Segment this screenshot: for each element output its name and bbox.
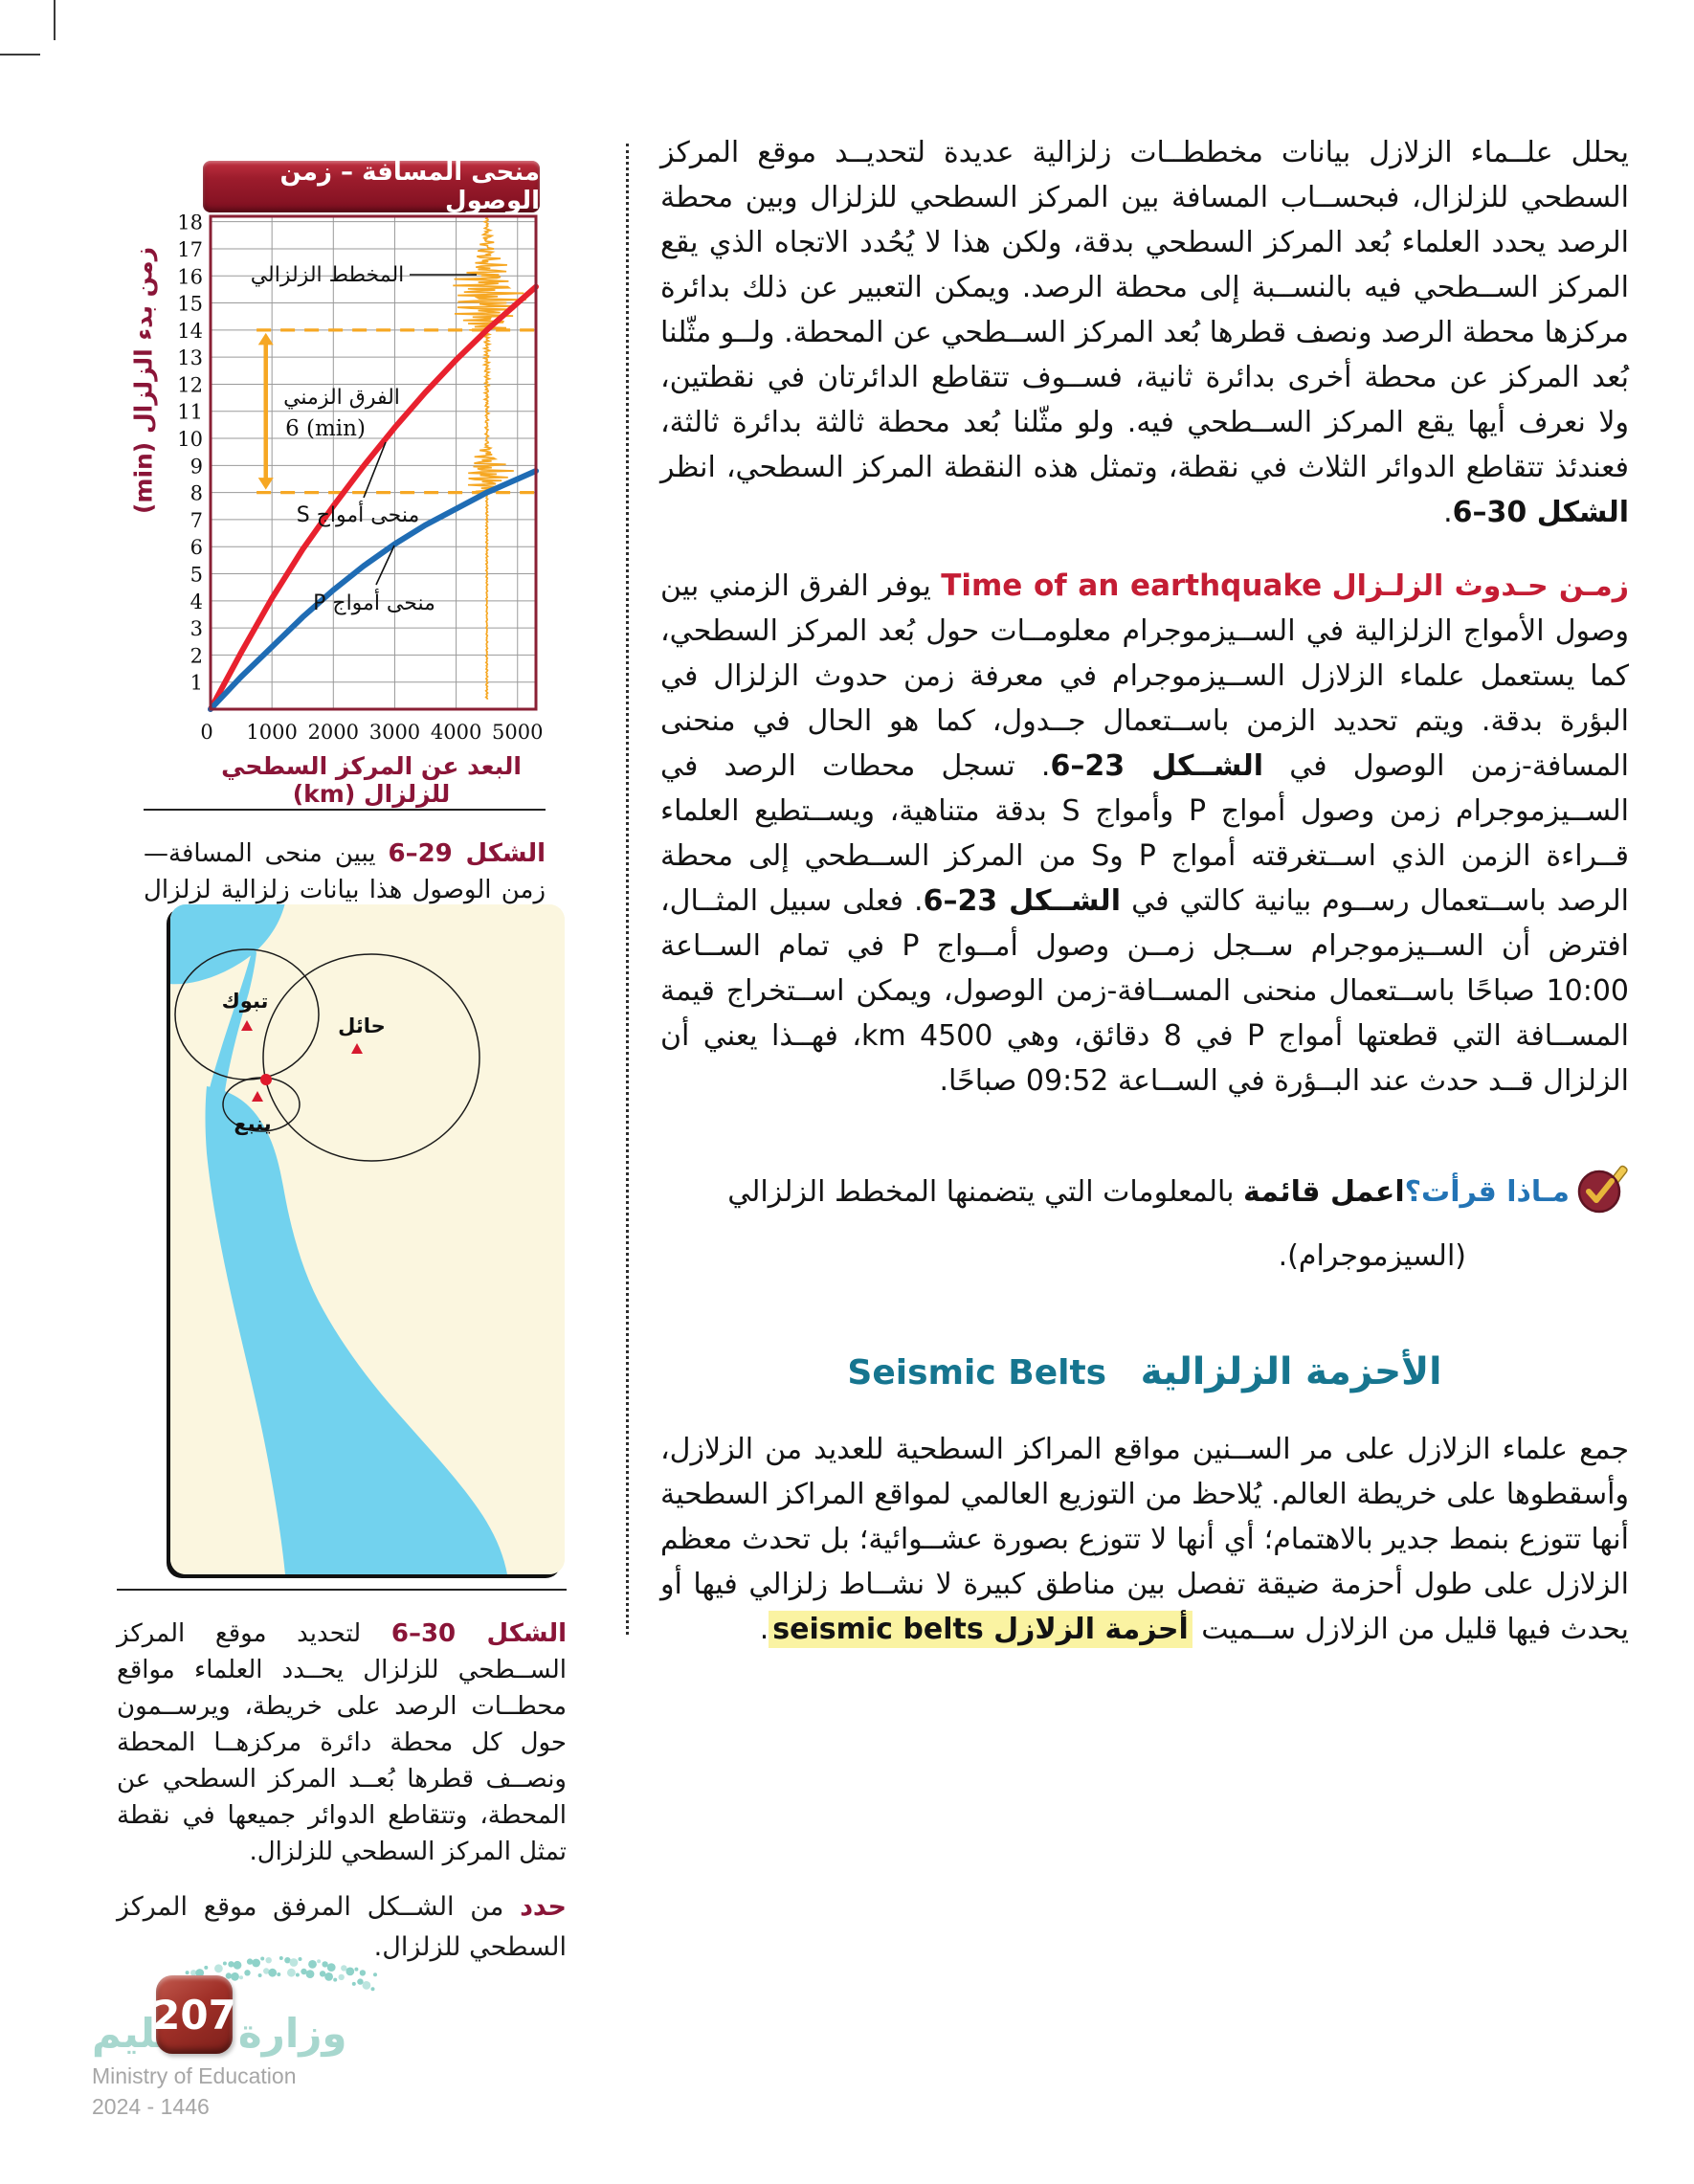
reading-check-label: مـاذا قرأت؟ [1404,1175,1570,1209]
svg-text:11: 11 [177,401,203,424]
highlighted-term: أحزمة الزلازل seismic belts [769,1611,1192,1648]
period: . [1443,496,1453,529]
reading-check-line1: مـاذا قرأت؟اعمل قائمة بالمعلومات التي يت… [660,1165,1629,1228]
main-text-column: يحلل علــماء الزلازل بيانات مخططــات زلز… [660,130,1629,1652]
column-dotted-separator [626,144,629,1635]
figure-29-6-travel-time-chart: منحى المسافة – زمن الوصول زمن بدء الزلزا… [123,158,574,808]
svg-text:16: 16 [177,265,203,288]
chart-series [208,215,539,712]
seismic-belts-heading-arabic: الأحزمة الزلزالية [1140,1350,1442,1393]
edition-years: 2024 - 1446 [92,2094,210,2119]
paragraph-time-of-earthquake: زمـن حـدوث الزلـزال Time of an earthquak… [660,564,1629,1103]
svg-text:1000: 1000 [246,721,297,744]
crop-mark-vertical [54,0,56,40]
plot-frame [209,214,538,711]
gulf-of-aqaba [210,948,256,1098]
caption-body: لتحديد موقع المركز الســطحي للزلزال يحــ… [117,1619,567,1866]
svg-text:2: 2 [190,644,203,667]
figure-reference-inline: الشــكل 23–6 [1050,749,1264,783]
svg-text:2000: 2000 [308,721,359,744]
hail-label: حائل [338,1014,386,1037]
svg-text:4000: 4000 [431,721,481,744]
p-curve-pointer-line [375,545,395,586]
page-number-badge: 207 [152,1975,236,2054]
section-body: . تسجل محطات الرصد في الســيزموجرام زمن … [660,749,1629,918]
svg-text:6: 6 [190,536,203,559]
p-curve-label: منحى أمواج P [313,589,435,615]
svg-text:4: 4 [190,591,203,613]
figure-reference: الشكل 29–6 [388,839,546,868]
svg-text:13: 13 [177,346,203,369]
locate-epicenter-task: حدد من الشــكل المرفق موقع المركز السطحي… [117,1887,567,1968]
caption-text: الشكل 30–6 لتحديد موقع المركز الســطحي ل… [117,1616,567,1870]
figure-29-6-caption: الشكل 29–6 يبين منحى المسافة—زمن الوصول … [144,809,546,969]
tabuk-station-marker [241,1020,253,1031]
red-sea [205,1086,507,1574]
figure-reference-inline: الشــكل 23–6 [923,884,1121,918]
task-text: من الشــكل المرفق موقع المركز السطحي للز… [117,1892,567,1962]
svg-text:15: 15 [177,293,203,316]
caption-divider [144,809,546,811]
chart-title: منحى المسافة – زمن الوصول [203,158,540,215]
reading-check-line2: (السيزموجرام). [1278,1239,1466,1273]
hail-distance-circle [262,953,480,1162]
svg-text:8: 8 [190,482,203,505]
task-verb: حدد [520,1892,567,1922]
reading-check-text: بالمعلومات التي يتضمنها المخطط الزلزالي [727,1175,1244,1209]
yanbu-label: ينبع [234,1112,271,1135]
svg-text:5000: 5000 [492,721,543,744]
svg-text:0: 0 [200,721,212,744]
section-heading-english: Time of an earthquake [941,568,1323,603]
figure-30-6-epicenter-map: تبوك حائل ينبع [170,904,565,1574]
figure-reference: الشكل 30–6 [390,1619,567,1648]
sea-north [170,904,285,985]
seismogram-label: المخطط الزلزالي [251,263,405,287]
caption-body: يبين منحى المسافة—زمن الوصول هذا بيانات … [144,839,546,941]
paragraph-epicenter-location: يحلل علــماء الزلازل بيانات مخططــات زلز… [660,130,1629,535]
section-body: يوفر الفرق الزمني بين وصول الأمواج الزلز… [660,569,1630,783]
period: . [759,1613,769,1646]
tabuk-label: تبوك [222,990,269,1013]
caption-text: الشكل 29–6 يبين منحى المسافة—زمن الوصول … [144,836,546,945]
map-drawing: تبوك حائل ينبع [170,904,565,1574]
reading-check-action: اعمل قائمة [1243,1175,1405,1209]
time-difference-label: الفرق الزمني [283,386,400,410]
svg-text:9: 9 [190,455,203,478]
s-curve-label: منحى أمواج S [297,501,420,527]
svg-text:18: 18 [177,214,203,234]
svg-text:12: 12 [177,373,203,396]
svg-text:14: 14 [177,320,203,343]
yanbu-station-marker [252,1091,263,1102]
svg-text:17: 17 [177,238,203,261]
crop-mark-horizontal [0,54,40,56]
seismic-belts-heading-english: Seismic Belts [847,1353,1107,1393]
time-difference-value: 6 (min) [285,416,366,441]
checkmark-icon [1575,1165,1629,1228]
hail-station-marker [351,1043,363,1054]
section-body: جمع علماء الزلازل على مر الســنين مواقع … [660,1433,1629,1646]
chart-x-axis-label: البعد عن المركز السطحي للزلزال (km) [221,752,522,808]
svg-text:10: 10 [177,428,203,451]
section-heading-arabic: زمـن حـدوث الزلـزال [1331,569,1629,603]
svg-text:3: 3 [190,617,203,640]
chart-annotations [256,328,536,495]
paragraph-seismic-belts: جمع علماء الزلازل على مر الســنين مواقع … [660,1427,1629,1652]
svg-text:5: 5 [190,564,203,587]
seismic-belts-heading: الأحزمة الزلزالية Seismic Belts [660,1346,1629,1402]
reading-check-block: مـاذا قرأت؟اعمل قائمة بالمعلومات التي يت… [660,1165,1629,1279]
svg-text:3000: 3000 [369,721,420,744]
section-body: . فعلى سبيل المثــال، افترض أن الســيزمو… [660,884,1629,1098]
caption-divider [117,1589,567,1591]
s-curve-pointer-line [363,441,387,499]
figure-reference-inline: الشكل 30–6 [1452,496,1629,529]
svg-text:7: 7 [190,509,203,532]
ministry-logo-english: Ministry of Education [92,2063,297,2088]
paragraph-body: يحلل علــماء الزلازل بيانات مخططــات زلز… [660,136,1629,484]
epicenter-dot [260,1074,272,1085]
svg-text:1: 1 [190,672,203,695]
figure-30-6-caption: الشكل 30–6 لتحديد موقع المركز الســطحي ل… [117,1589,567,1895]
